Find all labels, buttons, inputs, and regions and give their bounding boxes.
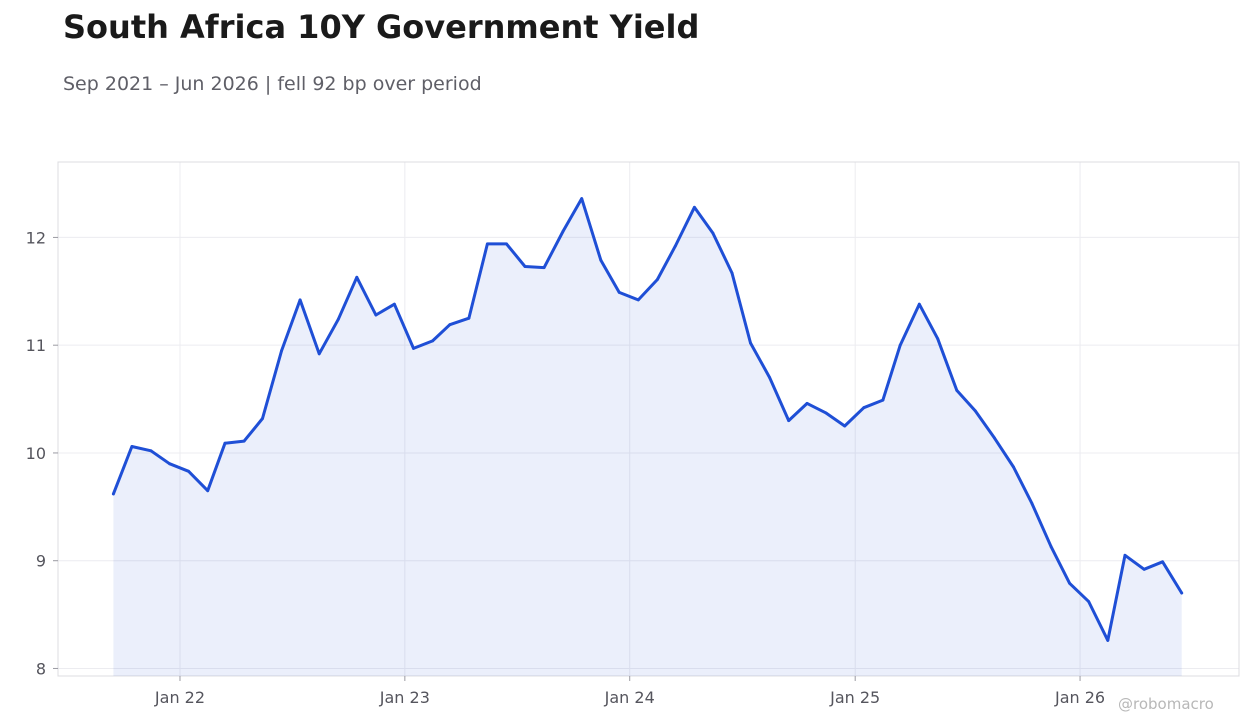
data-point [881, 398, 885, 402]
data-point [936, 337, 940, 341]
data-point [898, 343, 902, 347]
data-point [298, 298, 302, 302]
data-point [317, 352, 321, 356]
data-point [917, 302, 921, 306]
y-tick-label: 10 [26, 444, 46, 463]
data-point [693, 205, 696, 209]
y-axis: 8 9 10 11 12 [26, 228, 58, 678]
data-point [580, 197, 584, 201]
series-line [111, 197, 1184, 642]
x-tick-label: Jan 25 [829, 688, 880, 707]
data-point [448, 323, 452, 327]
data-point [486, 242, 489, 246]
chart-subtitle: Sep 2021 – Jun 2026 | fell 92 bp over pe… [63, 73, 482, 95]
x-tick-label: Jan 24 [604, 688, 655, 707]
grid-layer [58, 162, 1239, 676]
data-point [749, 341, 752, 345]
data-point [1106, 639, 1110, 642]
y-tick-label: 8 [36, 659, 46, 678]
x-tick-label: Jan 22 [154, 688, 205, 707]
data-point [149, 449, 153, 453]
y-tick-label: 11 [26, 336, 46, 355]
data-point [1068, 581, 1071, 585]
data-point [505, 242, 508, 246]
x-tick-label: Jan 23 [379, 688, 430, 707]
data-point [242, 439, 246, 443]
data-point [1142, 567, 1146, 571]
data-point [355, 275, 359, 279]
data-point [336, 317, 340, 321]
data-point [112, 492, 115, 496]
data-point [223, 441, 227, 445]
data-point [261, 417, 264, 420]
data-point [1012, 465, 1015, 469]
x-tick-label: Jan 26 [1054, 688, 1105, 707]
plot-frame [57, 161, 1240, 677]
data-point [730, 271, 734, 275]
data-point [130, 445, 134, 448]
data-point [955, 389, 959, 392]
data-point [843, 424, 847, 428]
data-point [636, 298, 640, 302]
data-point [467, 316, 471, 320]
data-point [187, 469, 191, 473]
data-point [617, 291, 621, 294]
data-point [787, 419, 791, 422]
series-layer [111, 197, 1184, 676]
chart-title: South Africa 10Y Government Yield [63, 8, 700, 46]
data-point [206, 489, 210, 493]
data-point [431, 339, 434, 343]
data-point [768, 376, 771, 379]
data-point [656, 278, 659, 281]
data-point [1049, 545, 1053, 549]
data-point [711, 231, 715, 235]
data-point [973, 409, 977, 413]
data-point [824, 411, 828, 415]
data-point [1161, 560, 1164, 564]
data-point [805, 402, 809, 405]
y-tick-label: 12 [26, 228, 46, 247]
y-tick-label: 9 [36, 552, 46, 571]
data-point [393, 302, 396, 306]
data-point [1180, 591, 1184, 595]
data-point [374, 313, 378, 317]
data-point [412, 347, 415, 350]
series-area [113, 198, 1182, 676]
data-point [1030, 502, 1034, 505]
data-point [599, 258, 603, 262]
data-point [673, 244, 677, 248]
data-point [561, 229, 565, 233]
data-point [168, 462, 171, 466]
data-point [542, 266, 546, 269]
watermark: @robomacro [1118, 695, 1214, 713]
x-axis: Jan 22 Jan 23 Jan 24 Jan 25 Jan 26 [154, 676, 1105, 707]
data-point [1087, 600, 1091, 603]
data-point [862, 406, 866, 410]
data-point [1123, 553, 1127, 557]
data-point [280, 349, 283, 352]
data-point [993, 436, 996, 440]
data-point [523, 265, 527, 268]
